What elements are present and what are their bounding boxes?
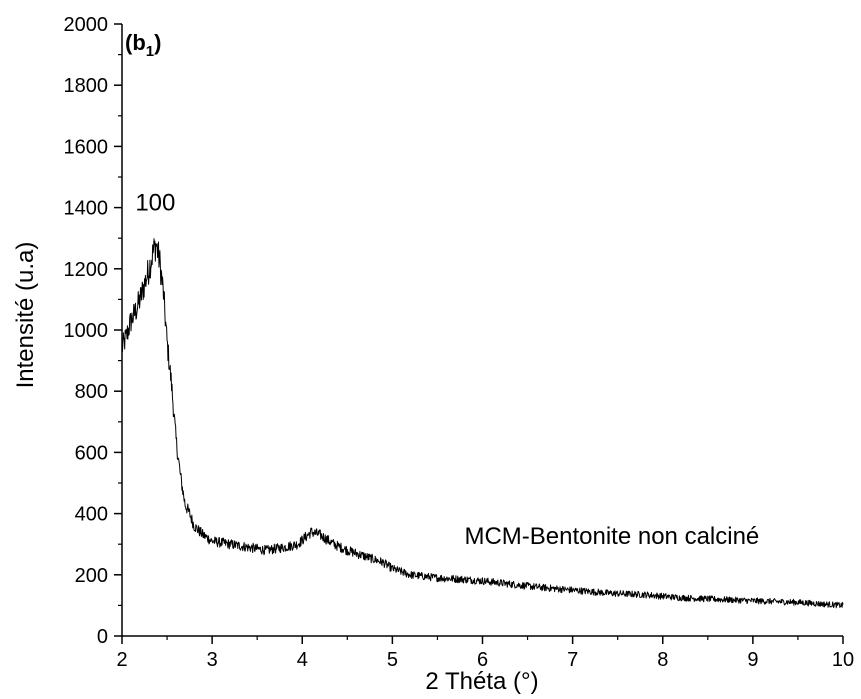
series-line-0 (121, 238, 844, 609)
x-tick-label: 5 (387, 649, 398, 671)
tick-labels: 2 3 4 5 6 7 8 9 10020040060080010001200140016001… (64, 14, 855, 671)
ticks (114, 23, 844, 644)
sample-label: MCM-Bentonite non calciné (464, 523, 759, 550)
y-tick-label: 600 (75, 442, 108, 464)
x-tick-label: 3 (207, 649, 218, 671)
y-axis-title: Intensité (u.a) (12, 242, 39, 389)
y-tick-label: 1600 (64, 136, 109, 158)
x-tick-label: 9 (747, 649, 758, 671)
x-tick-label: 2 (116, 649, 127, 671)
panel-label: (b1) (125, 30, 161, 60)
x-tick-label: 10 (832, 649, 854, 671)
y-tick-label: 2000 (64, 14, 109, 36)
y-tick-label: 800 (75, 381, 108, 403)
y-tick-label: 200 (75, 565, 108, 587)
y-tick-label: 1800 (64, 75, 109, 97)
x-tick-label: 4 (297, 649, 308, 671)
x-tick-label: 7 (567, 649, 578, 671)
annotation-layer: 100 MCM-Bentonite non calciné (135, 190, 759, 551)
y-tick-label: 0 (97, 626, 108, 648)
x-tick-label: 6 (477, 649, 488, 671)
y-tick-label: 1400 (64, 198, 109, 220)
y-tick-label: 1000 (64, 320, 109, 342)
series-layer (121, 238, 844, 609)
y-tick-label: 1200 (64, 259, 109, 281)
y-tick-label: 400 (75, 504, 108, 526)
x-axis-title: 2 Théta (°) (425, 668, 538, 695)
x-tick-label: 8 (657, 649, 668, 671)
peak-label: 100 (135, 190, 175, 217)
